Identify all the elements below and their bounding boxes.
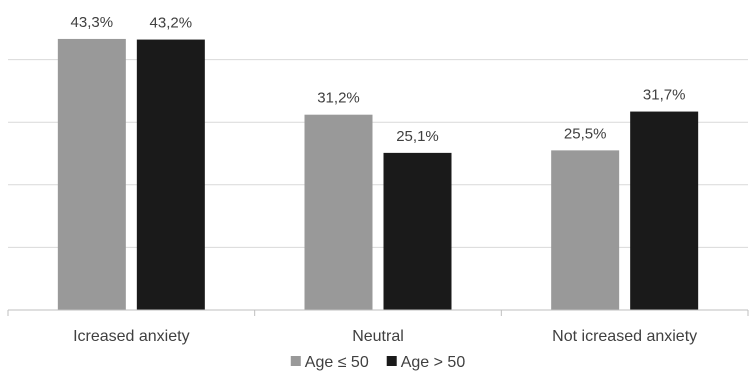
bar [630, 111, 699, 310]
data-label: 25,5% [564, 125, 607, 142]
bars [57, 38, 699, 311]
data-label: 31,2% [317, 90, 360, 107]
bar [57, 38, 126, 310]
legend: Age ≤ 50 Age > 50 [290, 354, 466, 371]
data-label: 25,1% [396, 128, 439, 145]
data-label: 43,3% [71, 14, 114, 31]
legend-item: Age > 50 [386, 354, 466, 371]
category-label: Neutral [352, 328, 404, 345]
legend-label: Age > 50 [401, 354, 466, 371]
data-label: 31,7% [643, 87, 686, 104]
gridlines [8, 59, 748, 248]
x-axis: Icreased anxiety Neutral Not icreased anxi… [7, 309, 749, 345]
bar [136, 39, 205, 311]
bar [304, 114, 373, 310]
legend-swatch [290, 356, 301, 366]
category-label: Icreased anxiety [73, 328, 190, 345]
legend-label: Age ≤ 50 [305, 354, 369, 371]
legend-item: Age ≤ 50 [290, 354, 369, 371]
data-labels: 43,3% 43,2% 31,2% 25,1% 25,5% 31,7% [71, 14, 686, 145]
legend-swatch [386, 356, 397, 366]
bar [551, 150, 620, 310]
data-label: 43,2% [150, 15, 193, 32]
bar [383, 152, 452, 310]
category-label: Not icreased anxiety [552, 328, 697, 345]
